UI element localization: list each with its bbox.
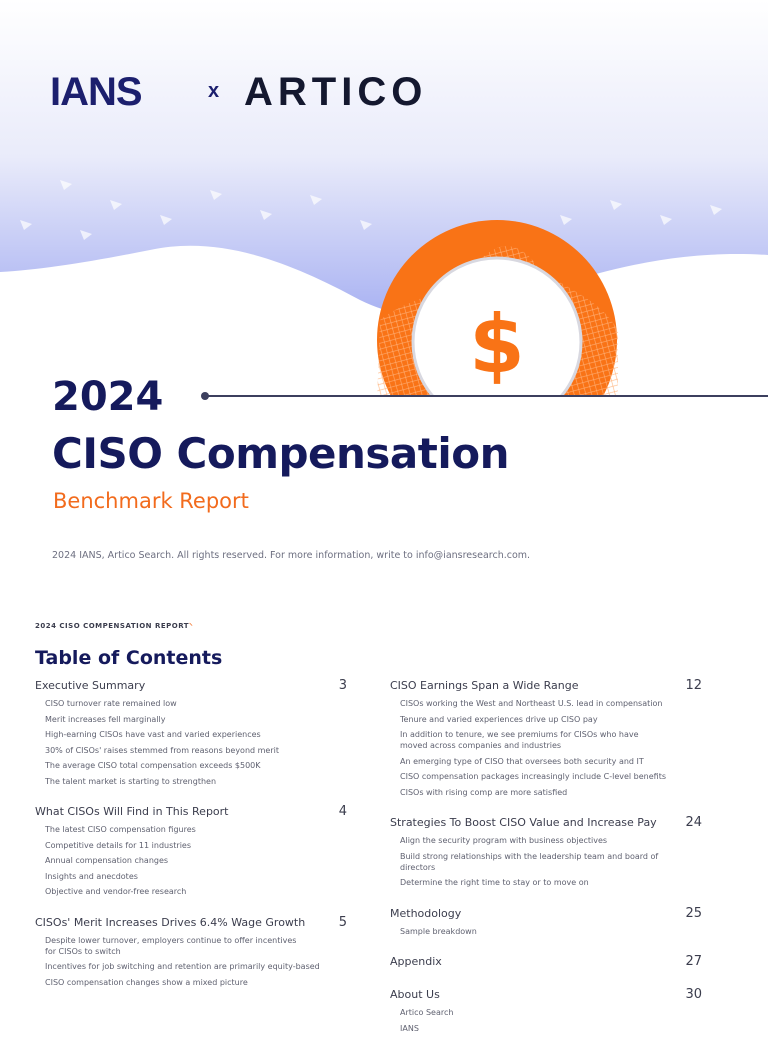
toc-subitem[interactable]: High-earning CISOs have vast and varied … xyxy=(45,730,261,739)
toc-page-number: 3 xyxy=(338,678,347,693)
toc-subitem[interactable]: CISOs working the West and Northeast U.S… xyxy=(400,699,663,708)
toc-subitem[interactable]: Objective and vendor-free research xyxy=(45,887,187,896)
toc-title: Table of Contents xyxy=(35,647,223,669)
copyright-notice: 2024 IANS, Artico Search. All rights res… xyxy=(52,550,531,561)
toc-subitem[interactable]: Incentives for job switching and retenti… xyxy=(45,962,320,971)
toc-subitem[interactable]: Build strong relationships with the lead… xyxy=(400,851,659,872)
toc-section[interactable]: Appendix 27 xyxy=(390,955,702,969)
toc-page-number: 5 xyxy=(338,914,347,930)
toc-section[interactable]: CISOs' Merit Increases Drives 6.4% Wage … xyxy=(35,914,347,930)
toc-section-title[interactable]: Methodology xyxy=(390,906,462,920)
toc-subitem[interactable]: IANS xyxy=(400,1023,419,1033)
report-title: CISO Compensation xyxy=(52,429,510,478)
toc-section-title[interactable]: About Us xyxy=(390,988,440,1001)
toc-subitem[interactable]: Align the security program with business… xyxy=(400,836,608,845)
toc-subitem[interactable]: 30% of CISOs' raises stemmed from reason… xyxy=(45,745,280,755)
toc-subitem[interactable]: CISO compensation packages increasingly … xyxy=(400,772,667,781)
toc-subitem[interactable]: Competitive details for 11 industries xyxy=(45,840,191,850)
toc-subitem[interactable]: Annual compensation changes xyxy=(45,856,169,865)
divider-line xyxy=(205,395,768,397)
toc-subitem[interactable]: CISOs with rising comp are more satisfie… xyxy=(400,787,568,797)
toc-subitem[interactable]: Artico Search xyxy=(400,1008,454,1017)
toc-right-column: CISO Earnings Span a Wide Range 12 CISOs w… xyxy=(390,679,702,1038)
toc-page-number: 4 xyxy=(338,804,347,819)
running-header: 2024 CISO COMPENSATION REPORT⸌ xyxy=(35,622,193,631)
toc-left-column: Executive Summary 3 CISO turnover rate rem… xyxy=(35,679,347,992)
coin-illustration: $ xyxy=(377,220,618,396)
toc-page-number: 12 xyxy=(685,678,702,693)
toc-section-title[interactable]: Strategies To Boost CISO Value and Incre… xyxy=(390,816,657,829)
toc-subitem[interactable]: The talent market is starting to strengt… xyxy=(45,776,217,786)
toc-section-title[interactable]: CISOs' Merit Increases Drives 6.4% Wage … xyxy=(35,915,306,929)
toc-section[interactable]: CISO Earnings Span a Wide Range 12 xyxy=(390,679,702,693)
dollar-sign-icon: $ xyxy=(469,298,525,391)
ians-logo: IANS xyxy=(50,70,143,114)
toc-page-number: 25 xyxy=(685,905,702,921)
toc-section[interactable]: What CISOs Will Find in This Report 4 xyxy=(35,805,347,819)
toc-subitem[interactable]: In addition to tenure, we see premiums f… xyxy=(400,730,639,750)
report-subtitle: Benchmark Report xyxy=(53,489,249,513)
toc-section[interactable]: About Us 30 xyxy=(390,988,702,1002)
toc-page-number: 24 xyxy=(685,815,702,830)
toc-subitem[interactable]: Determine the right time to stay or to m… xyxy=(400,878,589,887)
background-wave xyxy=(0,0,768,316)
toc-page-number: 27 xyxy=(685,954,702,969)
toc-section-title[interactable]: CISO Earnings Span a Wide Range xyxy=(390,679,579,692)
report-year: 2024 xyxy=(52,374,164,420)
artico-logo: ARTICO xyxy=(244,70,428,114)
toc-subitem[interactable]: Insights and anecdotes xyxy=(45,871,138,881)
toc-section[interactable]: Executive Summary 3 xyxy=(35,679,347,693)
toc-page-number: 30 xyxy=(685,987,702,1002)
toc-section-title[interactable]: Appendix xyxy=(390,955,442,968)
toc-subitem[interactable]: CISO compensation changes show a mixed p… xyxy=(45,977,248,987)
toc-subitem[interactable]: CISO turnover rate remained low xyxy=(45,699,177,708)
toc-subitem[interactable]: Tenure and varied experiences drive up C… xyxy=(400,714,598,724)
toc-subitem[interactable]: An emerging type of CISO that oversees b… xyxy=(400,756,644,766)
toc-section[interactable]: Strategies To Boost CISO Value and Incre… xyxy=(390,816,702,830)
toc-section-title[interactable]: Executive Summary xyxy=(35,679,146,692)
toc-subitem[interactable]: Sample breakdown xyxy=(400,926,477,936)
toc-subitem[interactable]: The latest CISO compensation figures xyxy=(45,825,196,834)
divider-dot xyxy=(201,392,209,400)
toc-subitem[interactable]: Despite lower turnover, employers contin… xyxy=(45,935,297,956)
logo-separator: x xyxy=(208,80,220,102)
toc-subitem[interactable]: The average CISO total compensation exce… xyxy=(45,761,261,770)
toc-section-title[interactable]: What CISOs Will Find in This Report xyxy=(35,805,229,818)
toc-subitem[interactable]: Merit increases fell marginally xyxy=(45,714,166,724)
running-header-text: 2024 CISO COMPENSATION REPORT xyxy=(35,622,190,630)
toc-section[interactable]: Methodology 25 xyxy=(390,905,702,921)
accent-mark: ⸌ xyxy=(189,622,194,630)
